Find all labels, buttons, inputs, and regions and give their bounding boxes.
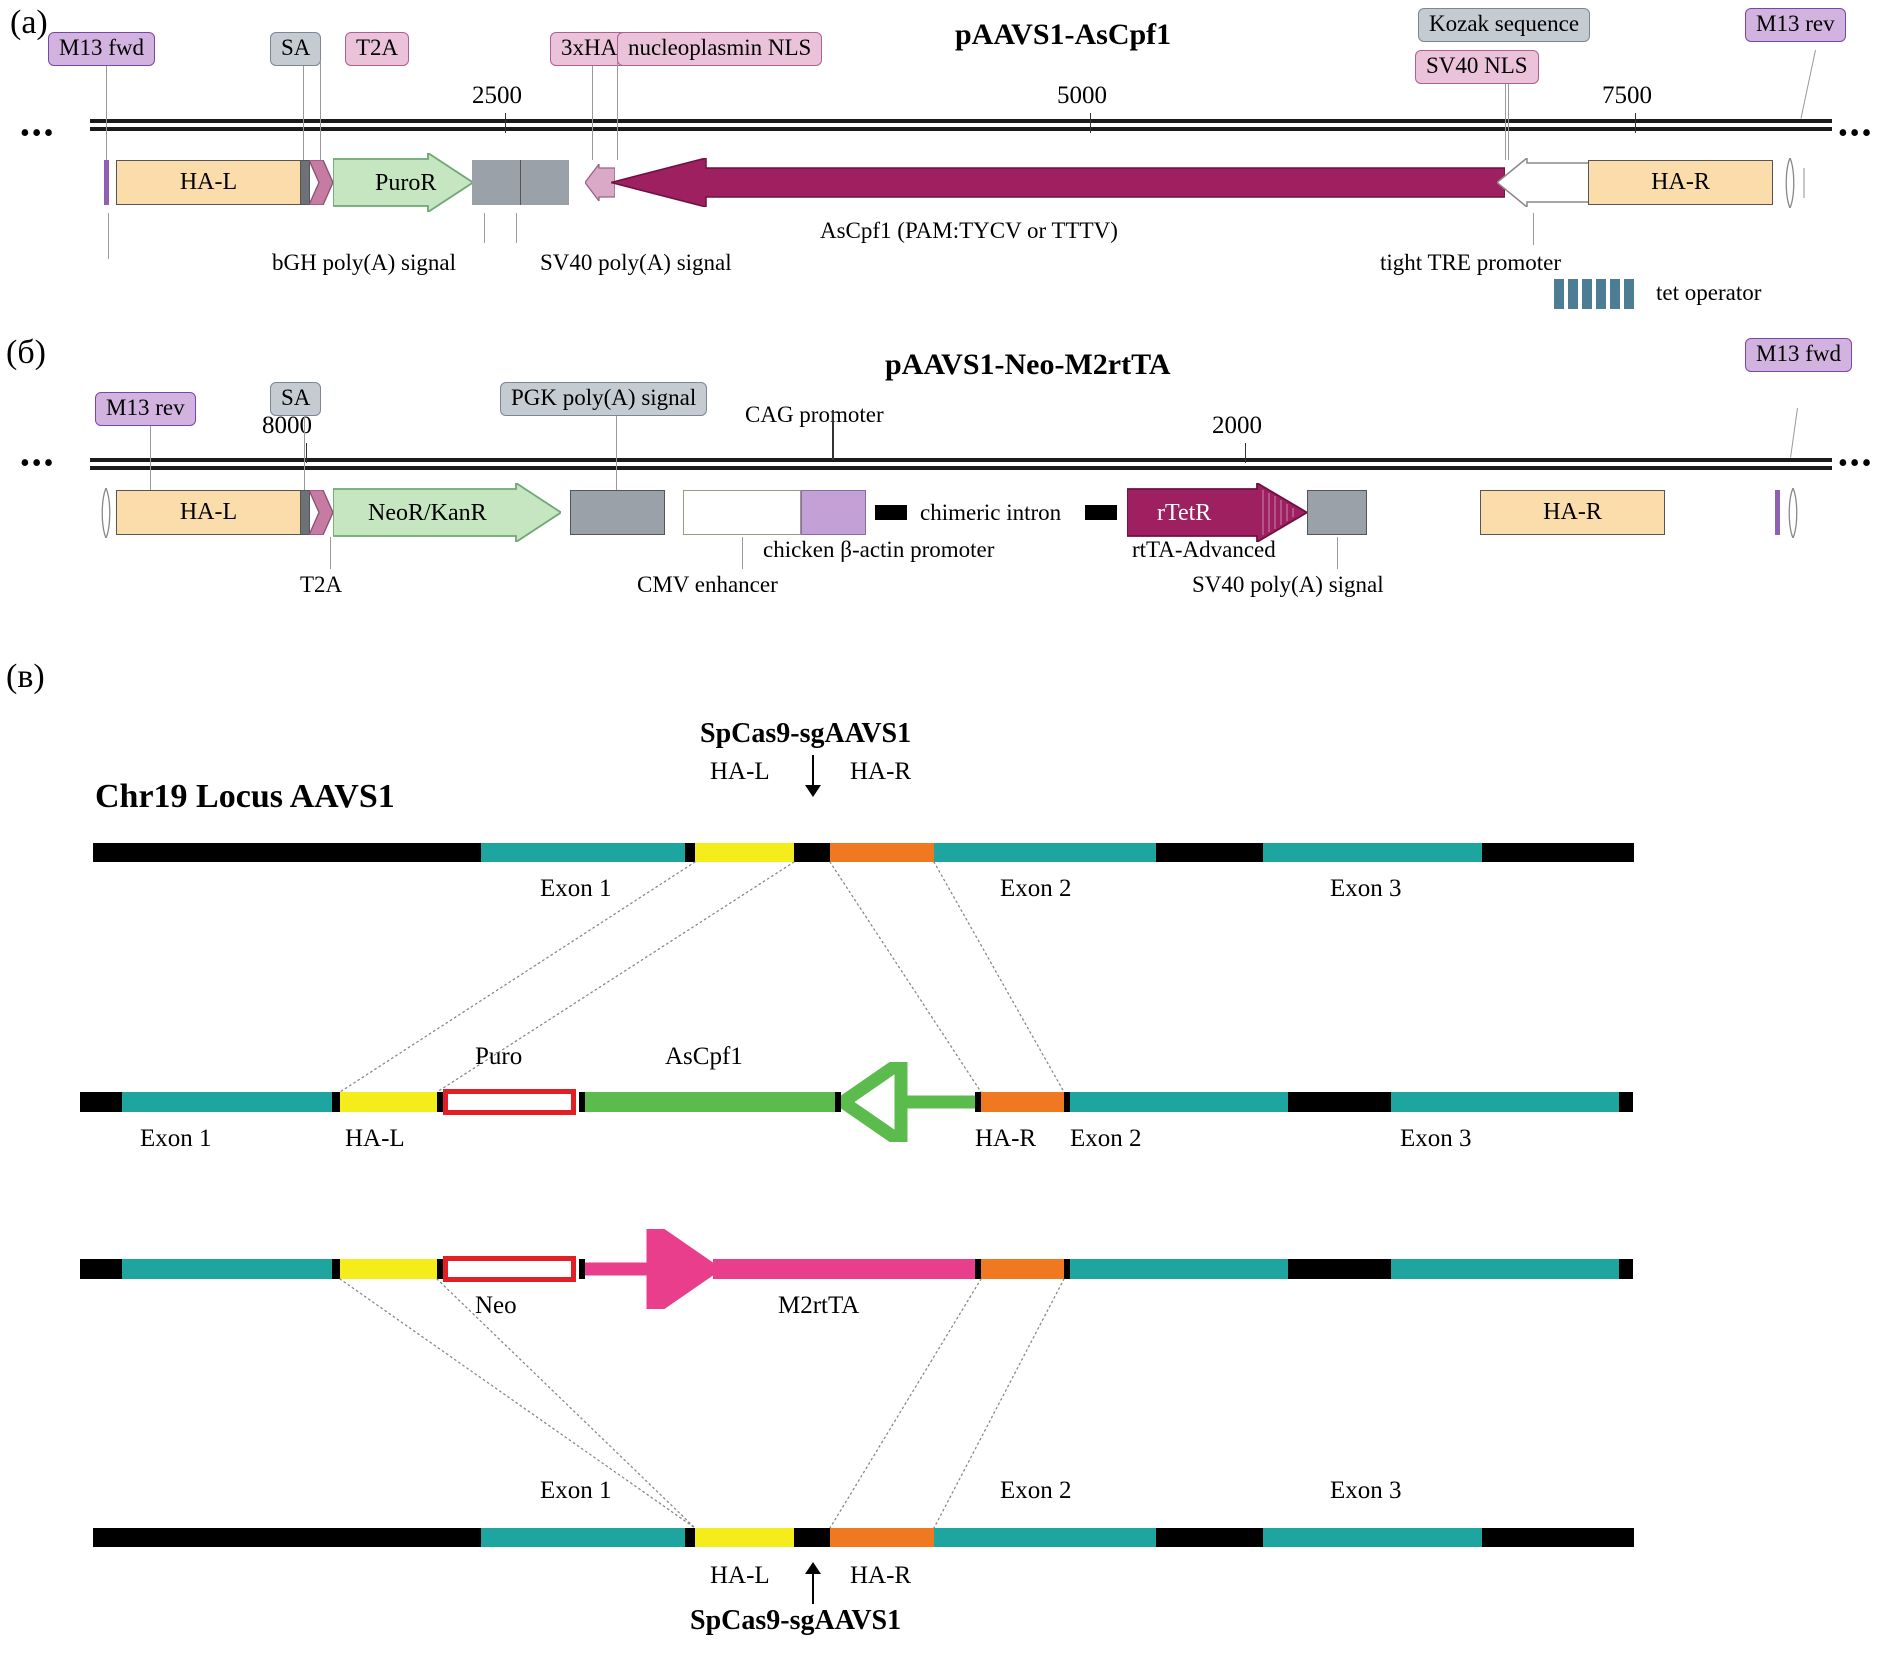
- svg-text:PuroR: PuroR: [375, 170, 436, 196]
- svg-text:rTetR: rTetR: [1157, 500, 1211, 526]
- svg-text:NeoR/KanR: NeoR/KanR: [368, 500, 487, 526]
